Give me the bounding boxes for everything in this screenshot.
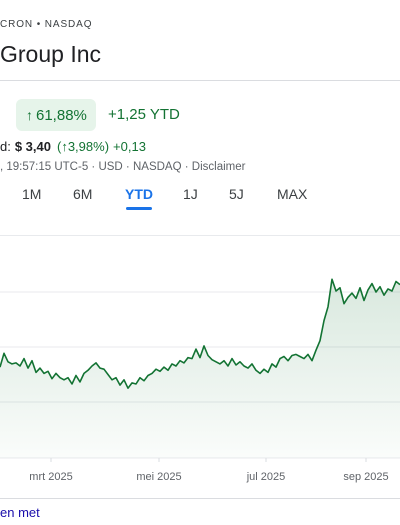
after-hours-row: d: $ 3,40 (↑3,98%) +0,13 (0, 139, 146, 154)
price-area-fill (0, 279, 400, 458)
arrow-up-icon: ↑ (26, 107, 33, 123)
active-tab-indicator (126, 207, 152, 210)
ytd-change-absolute: +1,25 YTD (108, 106, 180, 123)
after-hours-change-percent: (↑3,98%) (57, 139, 110, 154)
x-tick-label: sep 2025 (343, 471, 388, 483)
after-hours-label: d: (0, 139, 11, 154)
quote-timestamp: , 19:57:15 UTC-5 (0, 161, 89, 173)
quote-exchange: NASDAQ (132, 161, 182, 173)
price-chart[interactable]: mrt 2025 mei 2025 jul 2025 sep 2025 (0, 236, 400, 498)
meta-separator: · (88, 161, 99, 173)
ytd-change-percent: 61,88% (36, 106, 87, 124)
meta-separator: · (122, 161, 133, 173)
footer-divider (0, 498, 400, 499)
price-line (0, 278, 400, 389)
tab-5j[interactable]: 5J (229, 186, 244, 202)
x-tick-label: mrt 2025 (29, 471, 72, 483)
tab-1j[interactable]: 1J (183, 186, 198, 202)
tab-max[interactable]: MAX (277, 186, 308, 202)
exchange-label: CRON • NASDAQ (0, 19, 93, 30)
meta-separator: · (181, 161, 192, 173)
tab-1m[interactable]: 1M (22, 186, 42, 202)
after-hours-change-absolute: +0,13 (113, 139, 146, 154)
ytd-change-badge: ↑ 61,88% (16, 99, 96, 131)
x-tick-label: jul 2025 (246, 471, 286, 483)
disclaimer-link[interactable]: Disclaimer (191, 161, 246, 173)
quote-meta: , 19:57:15 UTC-5 · USD · NASDAQ · Discla… (0, 161, 245, 173)
company-name: Group Inc (0, 41, 101, 67)
x-tick-label: mei 2025 (136, 471, 181, 483)
quote-currency: USD (98, 161, 123, 173)
header-divider (0, 80, 400, 81)
time-range-tabs: 1M 6M YTD 1J 5J MAX (0, 186, 400, 212)
after-hours-price: $ 3,40 (14, 139, 51, 154)
tabs-divider (0, 235, 400, 236)
more-info-link[interactable]: en met (0, 505, 40, 520)
tab-6m[interactable]: 6M (73, 186, 93, 202)
tab-ytd[interactable]: YTD (125, 186, 153, 202)
